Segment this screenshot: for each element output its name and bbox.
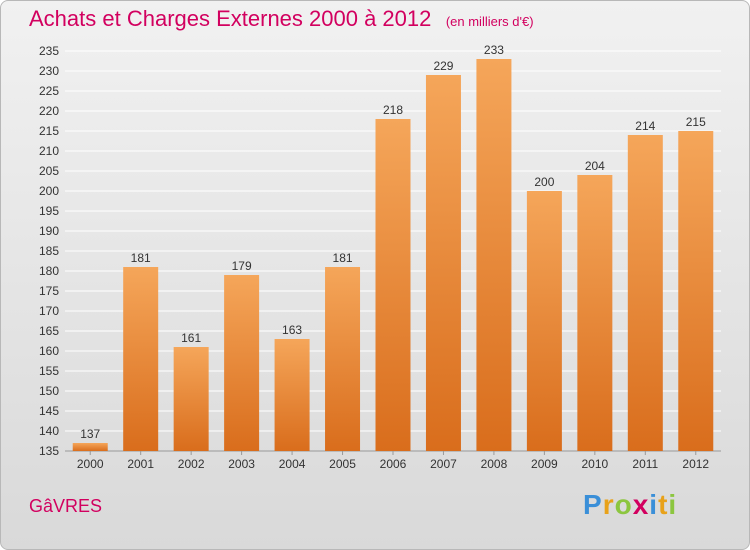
y-tick-label: 155 — [39, 364, 59, 378]
value-label-2001: 181 — [131, 251, 151, 265]
logo-letter: o — [614, 489, 633, 520]
bar-2000 — [72, 443, 108, 451]
logo-letter: r — [602, 489, 615, 520]
value-label-2011: 214 — [635, 119, 655, 133]
x-axis: 2000 2001 2002 2003 2004 2005 2006 2007 2008 2009… — [77, 451, 709, 471]
bar-2009 — [526, 191, 562, 451]
value-label-2005: 181 — [333, 251, 353, 265]
bar-2011 — [627, 135, 663, 451]
value-label-2012: 215 — [686, 115, 706, 129]
bar-2005 — [325, 267, 361, 451]
logo-letter: x — [632, 489, 650, 520]
bar-2012 — [678, 131, 714, 451]
x-tick-label-2011: 2011 — [632, 457, 658, 471]
y-tick-label: 170 — [39, 304, 59, 318]
value-label-2007: 229 — [433, 59, 453, 73]
y-tick-label: 230 — [39, 64, 59, 78]
y-tick-label: 235 — [39, 44, 59, 58]
chart-unit: (en milliers d'€) — [445, 14, 534, 29]
bar-2004 — [274, 339, 310, 451]
logo-letter: t — [658, 489, 669, 520]
y-tick-label: 220 — [39, 104, 59, 118]
x-tick-label-2005: 2005 — [329, 457, 356, 471]
y-tick-label: 165 — [39, 324, 59, 338]
x-tick-label-2004: 2004 — [279, 457, 306, 471]
bar-2002 — [173, 347, 209, 451]
logo-letter: i — [668, 489, 678, 520]
bar-2001 — [123, 267, 159, 451]
x-tick-label-2000: 2000 — [77, 457, 104, 471]
x-tick-label-2006: 2006 — [380, 457, 407, 471]
value-label-2000: 137 — [80, 427, 100, 441]
value-label-2002: 161 — [181, 331, 201, 345]
y-axis: 135 140 145 150 155 160 165 170 175 180 185 190 195 2… — [39, 44, 59, 458]
y-tick-label: 225 — [39, 84, 59, 98]
value-label-2010: 204 — [585, 159, 605, 173]
x-tick-label-2009: 2009 — [531, 457, 558, 471]
x-tick-label-2002: 2002 — [178, 457, 205, 471]
bar-2006 — [375, 119, 411, 451]
y-tick-label: 150 — [39, 384, 59, 398]
bar-2003 — [224, 275, 260, 451]
title-row: Achats et Charges Externes 2000 à 2012 (… — [29, 6, 534, 32]
y-tick-label: 205 — [39, 164, 59, 178]
bar-2007 — [425, 75, 461, 451]
value-label-2003: 179 — [232, 259, 252, 273]
value-label-2004: 163 — [282, 323, 302, 337]
x-tick-label-2010: 2010 — [581, 457, 608, 471]
y-tick-label: 200 — [39, 184, 59, 198]
y-tick-label: 140 — [39, 424, 59, 438]
value-label-2006: 218 — [383, 103, 403, 117]
chart-title: Achats et Charges Externes 2000 à 2012 — [29, 6, 432, 31]
value-label-2009: 200 — [534, 175, 554, 189]
logo-letter: i — [649, 489, 659, 520]
y-tick-label: 135 — [39, 444, 59, 458]
x-tick-label-2007: 2007 — [430, 457, 457, 471]
value-label-2008: 233 — [484, 43, 504, 57]
bar-layer: 137 181 161 179 163 181 218 229 233 200 204 214 215 — [72, 43, 714, 451]
x-tick-label-2012: 2012 — [682, 457, 709, 471]
y-tick-label: 185 — [39, 244, 59, 258]
y-tick-label: 210 — [39, 144, 59, 158]
bar-2008 — [476, 59, 512, 451]
y-tick-label: 145 — [39, 404, 59, 418]
proxiti-logo: Proxiti — [583, 489, 677, 521]
y-tick-label: 190 — [39, 224, 59, 238]
bar-2010 — [577, 175, 613, 451]
x-tick-label-2008: 2008 — [481, 457, 508, 471]
x-tick-label-2003: 2003 — [228, 457, 255, 471]
logo-letter: P — [583, 489, 603, 520]
y-tick-label: 195 — [39, 204, 59, 218]
y-tick-label: 180 — [39, 264, 59, 278]
y-tick-label: 175 — [39, 284, 59, 298]
x-tick-label-2001: 2001 — [127, 457, 154, 471]
y-tick-label: 160 — [39, 344, 59, 358]
y-tick-label: 215 — [39, 124, 59, 138]
commune-name: GâVRES — [29, 496, 103, 516]
